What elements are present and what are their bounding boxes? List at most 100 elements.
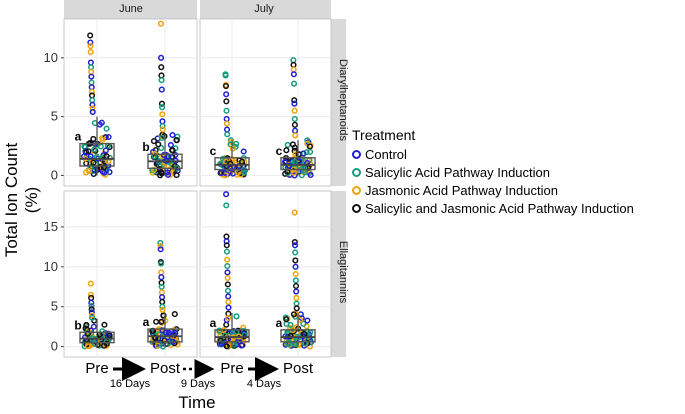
strip-label-diarylheptanoids: Diarylheptanoids: [337, 59, 349, 141]
outlier-june-diarylheptanoids-post-21: [158, 86, 165, 93]
point-july-diarylheptanoids-post-70: [286, 162, 293, 169]
outlier-july-ellagitannins-pre-11: [224, 287, 232, 294]
point-july-diarylheptanoids-post-64: [290, 169, 298, 176]
strip-bg-ellagitannins: [331, 191, 346, 357]
point-july-diarylheptanoids-post-40: [283, 147, 290, 154]
legend-key-control-icon: [352, 149, 361, 159]
outlier-june-ellagitannins-pre-1: [87, 291, 95, 298]
outlier-july-ellagitannins-pre-5: [223, 248, 231, 255]
outlier-june-ellagitannins-post-10: [157, 243, 164, 250]
strip-bg-june: [64, 0, 197, 19]
y-tick-label-diarylheptanoids-10: 10: [44, 50, 58, 65]
point-june-diarylheptanoids-pre-53: [97, 164, 104, 171]
point-june-diarylheptanoids-pre-77: [100, 164, 107, 171]
outlier-july-ellagitannins-pre-14: [225, 304, 232, 311]
legend-key-jasmonic-icon: [352, 185, 361, 195]
box-july-ellagitannins-pre: [214, 329, 250, 343]
point-june-diarylheptanoids-pre-65: [85, 148, 92, 155]
point-july-ellagitannins-post-59: [287, 332, 294, 339]
outlier-july-diarylheptanoids-post-18: [291, 107, 298, 114]
point-june-diarylheptanoids-post-77: [169, 147, 176, 154]
outlier-july-ellagitannins-pre-6: [224, 256, 231, 263]
point-june-ellagitannins-post-70: [166, 339, 173, 346]
point-june-diarylheptanoids-post-62: [150, 138, 158, 145]
point-june-diarylheptanoids-pre-57: [103, 125, 110, 132]
outlier-june-diarylheptanoids-post-27: [159, 126, 166, 133]
point-july-diarylheptanoids-post-35: [298, 172, 305, 179]
outlier-june-diarylheptanoids-post-26: [159, 122, 166, 130]
outlier-july-ellagitannins-post-27: [293, 305, 300, 312]
significance-letter-june-ellagitannins-post: a: [143, 315, 150, 329]
legend: Treatment Control Salicylic Acid Pathway…: [352, 127, 634, 217]
outlier-june-diarylheptanoids-pre-1: [87, 39, 94, 46]
outlier-june-diarylheptanoids-post-16: [157, 20, 164, 27]
outlier-june-ellagitannins-post-11: [157, 246, 164, 253]
box-july-ellagitannins-post: [280, 329, 316, 343]
point-july-diarylheptanoids-post-73: [300, 150, 307, 157]
y-tick-label-ellagitannins-15: 15: [44, 219, 58, 234]
significance-letter-july-ellagitannins-pre: a: [210, 316, 217, 330]
point-june-diarylheptanoids-pre-68: [102, 147, 109, 154]
outlier-june-ellagitannins-post-9: [157, 239, 164, 246]
point-june-diarylheptanoids-post-63: [164, 171, 172, 178]
outlier-july-ellagitannins-pre-4: [223, 242, 230, 249]
x-label-july-post: Post: [283, 360, 314, 377]
days-label-9: 9 Days: [181, 378, 216, 390]
x-label-june-pre: Pre: [85, 360, 108, 377]
point-july-ellagitannins-post-52: [304, 317, 311, 324]
point-june-ellagitannins-pre-62: [101, 321, 108, 328]
x-label-july-pre: Pre: [220, 360, 243, 377]
outlier-june-ellagitannins-pre-7: [88, 312, 96, 319]
y-tick-label-diarylheptanoids-0: 0: [51, 167, 58, 182]
point-july-diarylheptanoids-post-32: [303, 149, 310, 156]
outlier-june-ellagitannins-post-13: [157, 260, 165, 267]
point-june-diarylheptanoids-post-76: [169, 131, 176, 139]
outlier-july-ellagitannins-post-24: [293, 288, 300, 295]
outlier-july-diarylheptanoids-post-14: [290, 71, 297, 78]
outlier-july-diarylheptanoids-pre-5: [223, 98, 230, 105]
legend-item-salicylic: Salicylic Acid Pathway Induction: [352, 163, 634, 181]
outlier-july-diarylheptanoids-post-22: [292, 132, 299, 139]
outlier-july-ellagitannins-pre-10: [224, 281, 231, 288]
outlier-july-diarylheptanoids-post-19: [291, 115, 298, 123]
outlier-july-diarylheptanoids-post-20: [291, 121, 298, 128]
strip-bg-diarylheptanoids: [331, 19, 346, 186]
legend-label-jasmonic: Jasmonic Acid Pathway Induction: [365, 182, 558, 198]
outlier-july-ellagitannins-pre-7: [224, 262, 231, 270]
significance-letter-july-diarylheptanoids-pre: c: [210, 144, 217, 158]
significance-letter-june-diarylheptanoids-pre: a: [75, 130, 82, 144]
outlier-june-diarylheptanoids-pre-14: [89, 105, 96, 112]
box-july-diarylheptanoids-post: [280, 157, 316, 171]
outlier-july-ellagitannins-pre-12: [225, 293, 232, 300]
point-june-diarylheptanoids-pre-48: [105, 133, 112, 141]
outlier-june-ellagitannins-pre-5: [88, 306, 95, 313]
point-july-ellagitannins-pre-78: [238, 342, 245, 349]
legend-title: Treatment: [352, 127, 416, 143]
outlier-july-ellagitannins-post-15: [291, 209, 298, 216]
outlier-june-diarylheptanoids-post-18: [158, 64, 165, 71]
outlier-july-diarylheptanoids-pre-3: [222, 82, 230, 90]
point-july-ellagitannins-post-73: [283, 316, 290, 323]
point-july-ellagitannins-post-40: [300, 320, 307, 327]
point-june-diarylheptanoids-pre-70: [90, 135, 97, 142]
legend-item-salicylic-jasmonic: Salicylic and Jasmonic Acid Pathway Indu…: [352, 199, 634, 217]
outlier-june-diarylheptanoids-pre-0: [87, 32, 94, 39]
point-july-diarylheptanoids-post-77: [307, 148, 314, 155]
outlier-july-ellagitannins-post-22: [292, 277, 299, 284]
y-tick-label-ellagitannins-10: 10: [44, 259, 58, 274]
significance-letter-july-ellagitannins-post: a: [276, 316, 283, 330]
y-axis-title-line1: Total Ion Count: [2, 143, 21, 258]
point-july-ellagitannins-pre-67: [223, 343, 230, 350]
box-june-diarylheptanoids-pre: [79, 142, 115, 167]
point-june-diarylheptanoids-post-22: [174, 133, 181, 140]
strip-bg-july: [200, 0, 331, 19]
point-july-diarylheptanoids-pre-31: [233, 140, 240, 147]
point-june-ellagitannins-pre-74: [101, 342, 108, 349]
outlier-july-ellagitannins-pre-13: [225, 298, 232, 305]
outlier-july-ellagitannins-post-23: [292, 282, 300, 290]
point-june-diarylheptanoids-post-75: [150, 166, 158, 173]
outlier-july-ellagitannins-post-16: [291, 239, 298, 246]
outlier-june-ellagitannins-pre-8: [89, 314, 96, 321]
